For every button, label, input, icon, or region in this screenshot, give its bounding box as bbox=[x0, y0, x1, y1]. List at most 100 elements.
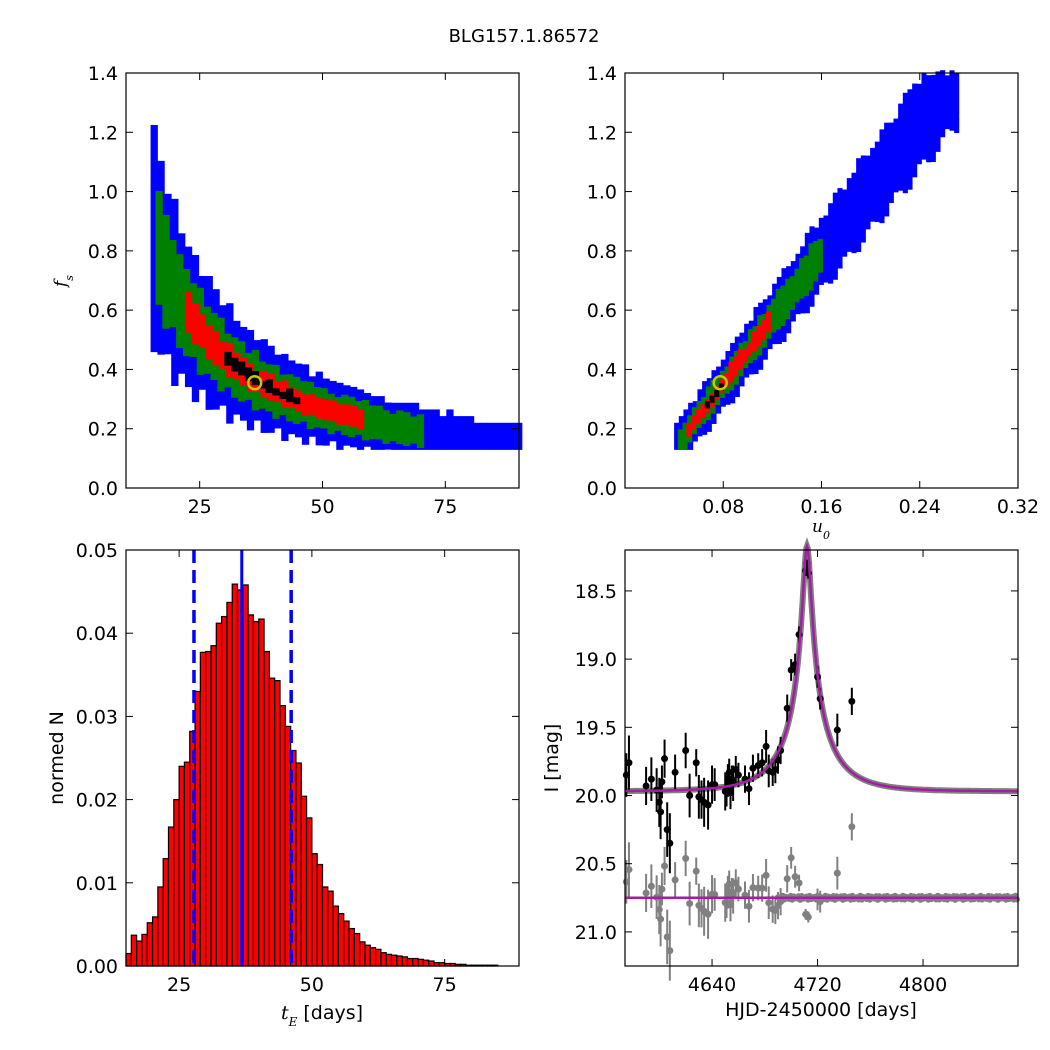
fs-vs-te-cell-2sigma bbox=[224, 380, 232, 388]
fs-vs-u0-cell-3sigma bbox=[888, 149, 894, 157]
fs-vs-te-cell-best bbox=[279, 391, 287, 399]
fs-vs-u0-cell-1sigma bbox=[700, 404, 706, 412]
fs-vs-te-cell-2sigma bbox=[403, 412, 411, 420]
fs-vs-te-cell-2sigma bbox=[272, 405, 280, 413]
te-histogram-axes: 25 50 75 0.00 0.01 0.02 0.03 0.04 0.05 bbox=[76, 540, 520, 996]
fs-vs-te-cell-3sigma bbox=[336, 429, 344, 437]
fs-vs-te-cell-3sigma bbox=[205, 376, 213, 384]
fs-vs-u0-cell-2sigma bbox=[799, 264, 805, 272]
fs-vs-te-cell-1sigma bbox=[212, 357, 220, 365]
fs-vs-u0-cell-1sigma bbox=[733, 356, 739, 364]
fs-vs-te-cell-3sigma bbox=[411, 402, 420, 410]
fs-vs-te-cell-3sigma bbox=[288, 427, 296, 435]
fs-vs-te-cell-2sigma bbox=[210, 366, 218, 374]
fs-vs-te-cell-3sigma bbox=[466, 416, 475, 424]
fs-vs-te-cell-3sigma bbox=[267, 419, 275, 427]
fs-vs-u0-cell-3sigma bbox=[926, 148, 932, 156]
fs-vs-te-cell-1sigma bbox=[301, 401, 310, 409]
fs-vs-u0-cell-3sigma bbox=[828, 276, 834, 284]
te-histogram-bar bbox=[337, 912, 345, 967]
fs-vs-te-cell-3sigma bbox=[425, 409, 433, 417]
fs-vs-u0-cell-3sigma bbox=[856, 184, 862, 192]
fs-vs-u0-cell-3sigma bbox=[884, 209, 890, 217]
fs-vs-te-cell-2sigma bbox=[196, 294, 205, 302]
fs-vs-u0-cell-3sigma bbox=[837, 208, 843, 216]
fs-vs-te-cell-3sigma bbox=[191, 254, 200, 263]
fs-vs-u0-cell-2sigma bbox=[715, 398, 721, 406]
fs-vs-u0-cell-3sigma bbox=[702, 427, 708, 435]
fs-vs-te-cell-2sigma bbox=[169, 306, 177, 314]
fs-vs-te-cell-3sigma bbox=[164, 200, 172, 208]
fs-vs-te-cell-2sigma bbox=[389, 433, 397, 442]
lightcurve-point bbox=[711, 781, 719, 789]
fs-vs-u0-cell-3sigma bbox=[902, 152, 908, 160]
fs-vs-te-cell-2sigma bbox=[272, 411, 280, 419]
fs-vs-u0-cell-3sigma bbox=[716, 406, 722, 414]
fs-vs-u0-cell-3sigma bbox=[865, 175, 871, 183]
fs-vs-te-cell-2sigma bbox=[169, 246, 177, 254]
fs-vs-te-cell-1sigma bbox=[336, 404, 344, 412]
fs-vs-te-cell-1sigma bbox=[198, 327, 206, 335]
fs-vs-u0-cell-3sigma bbox=[781, 274, 787, 282]
fs-vs-u0-cell-3sigma bbox=[865, 222, 871, 230]
fs-vs-u0-cell-2sigma bbox=[691, 407, 697, 415]
fs-vs-u0-cell-3sigma bbox=[832, 246, 838, 254]
fs-vs-te-cell-2sigma bbox=[162, 221, 170, 229]
fs-vs-u0-cell-3sigma bbox=[832, 232, 838, 240]
fs-vs-te-cell-3sigma bbox=[501, 429, 509, 437]
fs-vs-u0-cell-3sigma bbox=[949, 83, 955, 91]
fs-vs-u0-cell-3sigma bbox=[898, 183, 904, 191]
fs-vs-te-cell-2sigma bbox=[299, 387, 308, 395]
fs-vs-te-cell-2sigma bbox=[306, 381, 315, 390]
fs-vs-te-cell-2sigma bbox=[169, 266, 177, 274]
fs-vs-te-cell-2sigma bbox=[176, 314, 184, 322]
te-histogram-bar bbox=[321, 886, 329, 967]
fs-vs-te-cell-1sigma bbox=[336, 410, 344, 419]
fs-vs-te-cell-2sigma bbox=[327, 393, 335, 401]
fs-vs-u0-cell-3sigma bbox=[898, 123, 904, 131]
fs-vs-u0-cell-3sigma bbox=[767, 295, 773, 303]
fs-vs-te-cell-2sigma bbox=[176, 340, 184, 348]
te-histogram-bar bbox=[125, 952, 132, 967]
fs-vs-te-cell-2sigma bbox=[238, 347, 246, 355]
fs-vs-te-cell-3sigma bbox=[246, 423, 255, 431]
fs-vs-u0-cell-3sigma bbox=[940, 123, 946, 131]
fs-vs-u0-cell-3sigma bbox=[907, 149, 913, 157]
fs-vs-te-cell-3sigma bbox=[212, 395, 220, 403]
fs-vs-u0-cell-3sigma bbox=[893, 118, 899, 126]
fs-vs-te-cell-3sigma bbox=[171, 212, 179, 220]
lightcurve-residual-point bbox=[762, 871, 770, 879]
fs-vs-te-cell-2sigma bbox=[162, 274, 170, 283]
te-histogram-bar bbox=[141, 933, 148, 967]
fs-vs-u0-cell-2sigma bbox=[757, 348, 763, 356]
fs-vs-u0-heatmap bbox=[674, 70, 960, 450]
fs-vs-te-cell-3sigma bbox=[246, 396, 255, 404]
fs-vs-u0-cell-3sigma bbox=[846, 198, 852, 206]
fs-vs-te-cell-2sigma bbox=[361, 433, 370, 441]
fs-vs-te-cell-2sigma bbox=[176, 300, 184, 308]
fs-vs-te-cell-2sigma bbox=[182, 275, 191, 283]
fs-vs-u0-cell-1sigma bbox=[742, 355, 748, 363]
fs-vs-u0-cell-3sigma bbox=[926, 128, 932, 136]
fs-vs-te-cell-3sigma bbox=[260, 425, 268, 433]
fs-vs-u0-cell-3sigma bbox=[860, 155, 866, 163]
te-histogram-lines bbox=[192, 550, 293, 966]
fs-vs-u0-cell-3sigma bbox=[860, 202, 866, 210]
fs-vs-u0-cell-2sigma bbox=[780, 312, 786, 320]
fs-vs-u0-cell-3sigma bbox=[893, 165, 899, 173]
fs-vs-u0-cell-3sigma bbox=[730, 342, 736, 350]
fs-vs-te-cell-1sigma bbox=[308, 400, 317, 409]
fs-vs-te-cell-2sigma bbox=[169, 253, 177, 261]
fs-vs-u0-cell-2sigma bbox=[817, 265, 823, 273]
fs-vs-u0-cell-3sigma bbox=[874, 214, 880, 223]
fs-vs-te-cell-1sigma bbox=[184, 312, 193, 320]
te-histogram-bar bbox=[279, 704, 286, 967]
fs-vs-te-cell-2sigma bbox=[265, 364, 273, 372]
fs-vs-u0-cell-3sigma bbox=[832, 266, 838, 274]
fs-vs-te-cell-2sigma bbox=[286, 374, 294, 382]
fs-vs-u0-cell-3sigma bbox=[846, 244, 852, 252]
fs-vs-u0-cell-3sigma bbox=[818, 231, 824, 239]
fs-vs-u0-cell-3sigma bbox=[814, 234, 820, 242]
lightcurve-residual-point bbox=[734, 885, 742, 893]
fs-vs-te-cell-1sigma bbox=[350, 419, 358, 427]
